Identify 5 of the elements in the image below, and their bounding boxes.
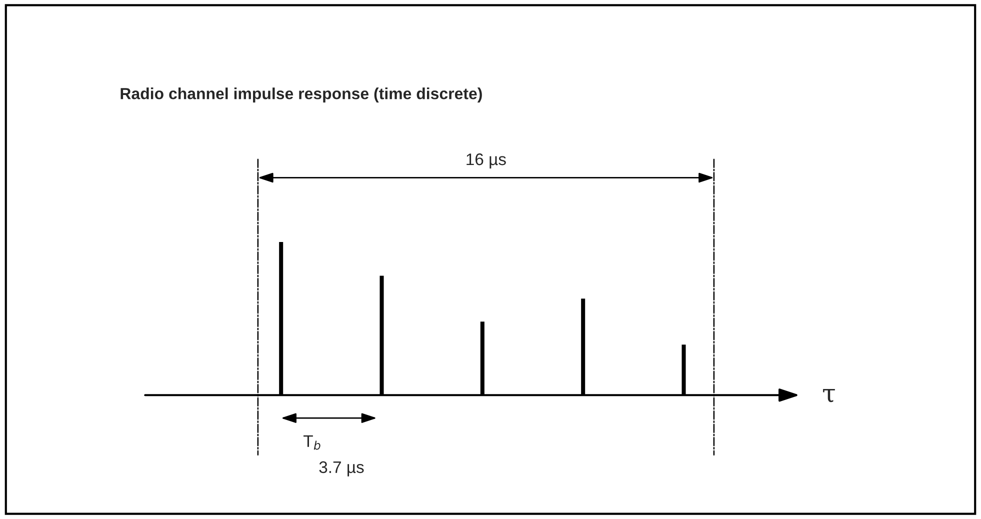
text: T$_{b}$ (304, 435, 320, 450)
text: 16 µs (466, 153, 506, 169)
text: 3.7 µs (319, 461, 364, 476)
chart-title: Radio channel impulse response (time discrete) (120, 88, 482, 102)
x-axis-title: τ (823, 389, 835, 402)
